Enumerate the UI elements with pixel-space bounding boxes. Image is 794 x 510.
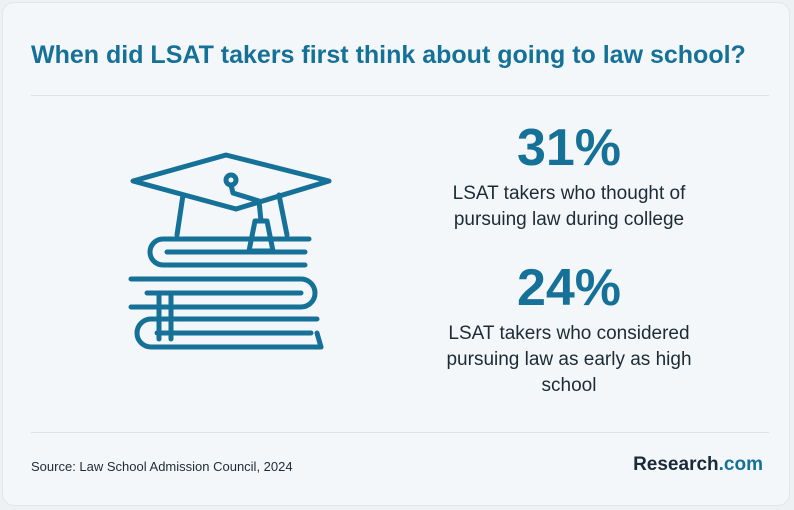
tassel-cord [228, 182, 264, 224]
tassel-end [246, 218, 276, 254]
stat-high-school: 24% LSAT takers who considered pursuing … [431, 257, 707, 399]
brand-name: Research [633, 454, 719, 475]
brand-suffix: .com [718, 454, 763, 475]
cap-right-side [276, 192, 290, 238]
cap-board-shape [130, 152, 332, 212]
top-book-cover [147, 236, 308, 268]
bottom-book-corner [314, 330, 324, 350]
page-title: When did LSAT takers first think about g… [31, 41, 746, 69]
stat-label: LSAT takers who thought of pursuing law … [452, 183, 686, 230]
graduation-cap-on-books-icon [128, 152, 332, 350]
bottom-divider [31, 432, 769, 433]
cap-left-side [174, 192, 186, 238]
stat-label: LSAT takers who considered pursuing law … [446, 323, 692, 396]
middle-book-cover [128, 276, 318, 310]
top-divider [31, 95, 769, 96]
stat-value: 24% [516, 259, 622, 317]
brand-logo: Research.com [633, 454, 763, 476]
stat-college: 31% LSAT takers who thought of pursuing … [431, 117, 707, 233]
stat-value: 31% [516, 119, 622, 177]
source-citation: Source: Law School Admission Council, 20… [31, 459, 293, 474]
bottom-book-cover [134, 316, 324, 350]
